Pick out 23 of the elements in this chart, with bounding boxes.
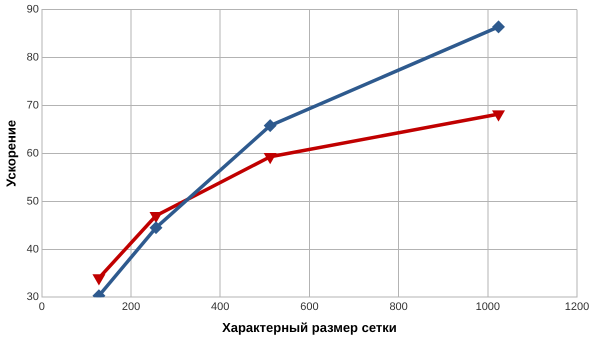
y-tick-label: 50 xyxy=(26,195,39,208)
point xyxy=(264,120,276,132)
point xyxy=(94,274,104,284)
y-axis-title: Ускорение xyxy=(3,120,18,187)
point xyxy=(492,21,504,33)
x-tick-label: 600 xyxy=(300,300,319,313)
y-tick-label: 30 xyxy=(26,291,39,304)
y-tick-label: 90 xyxy=(26,4,39,16)
y-tick-label: 40 xyxy=(26,243,39,256)
x-tick-label: 0 xyxy=(38,300,45,313)
point xyxy=(150,212,162,222)
x-axis-title: Характерный размер сетки xyxy=(222,320,397,335)
x-tick-label: 800 xyxy=(389,300,408,313)
y-tick-label: 70 xyxy=(26,100,39,112)
point xyxy=(493,110,504,120)
y-tick-label: 80 xyxy=(26,52,39,64)
x-tick-label: 400 xyxy=(211,300,230,313)
point xyxy=(264,153,276,163)
point xyxy=(150,222,162,234)
x-tick-label: 1200 xyxy=(564,300,590,313)
x-tick-label: 200 xyxy=(122,300,140,313)
x-tick-label: 1000 xyxy=(476,300,500,313)
y-tick-label: 60 xyxy=(26,147,39,160)
